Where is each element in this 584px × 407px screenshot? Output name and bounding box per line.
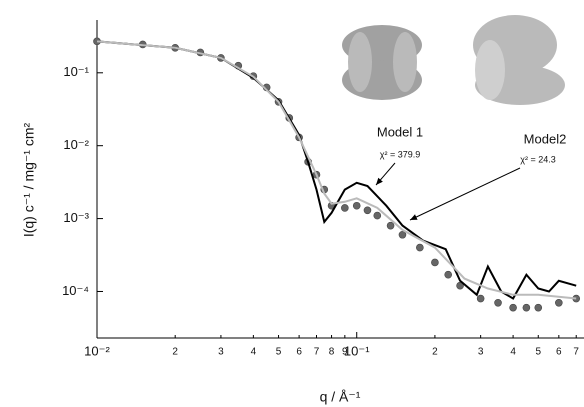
chi2-label: χ² = 379.9 <box>380 149 421 159</box>
model-1-label: Model 1 <box>377 124 423 139</box>
data-point <box>495 299 502 306</box>
data-point <box>523 304 530 311</box>
x-tick-label: 5 <box>276 347 282 358</box>
data-point <box>341 204 348 211</box>
data-point <box>364 207 371 214</box>
data-point <box>535 304 542 311</box>
x-tick-label: 7 <box>573 347 579 358</box>
data-point <box>555 299 562 306</box>
data-point <box>477 295 484 302</box>
x-tick-label: 2 <box>172 347 178 358</box>
x-tick-label: 2 <box>432 347 438 358</box>
x-axis-label: q / Å⁻¹ <box>320 389 361 405</box>
data-point <box>445 271 452 278</box>
arrow <box>376 163 395 185</box>
x-tick-label: 3 <box>218 347 224 358</box>
x-tick-label: 7 <box>314 347 320 358</box>
data-point <box>353 202 360 209</box>
arrow <box>410 168 520 220</box>
y-axis-label: I(q) c⁻¹ / mg⁻¹ cm² <box>21 123 37 238</box>
y-tick-label: 10⁻³ <box>63 210 89 225</box>
x-tick-label: 6 <box>296 347 302 358</box>
model-1-image <box>342 25 422 100</box>
model-2-image <box>473 15 565 105</box>
data-point <box>387 222 394 229</box>
x-tick-label: 6 <box>556 347 562 358</box>
chart: Model 1 χ² = 379.9 Model2 χ² = 24.3 I(q)… <box>0 0 584 407</box>
data-point <box>510 304 517 311</box>
chi2-label: χ² = 24.3 <box>520 154 556 164</box>
y-tick-label: 10⁻⁴ <box>62 283 89 298</box>
data-point <box>416 244 423 251</box>
x-tick-label: 3 <box>478 347 484 358</box>
x-tick-label: 4 <box>251 347 257 358</box>
y-tick-label: 10⁻¹ <box>63 64 89 79</box>
data-point <box>374 212 381 219</box>
x-tick-label: 5 <box>535 347 541 358</box>
x-tick-label: 10⁻² <box>84 343 110 358</box>
x-tick-label: 8 <box>329 347 335 358</box>
model-2-label: Model2 <box>524 131 567 146</box>
x-tick-label: 10⁻¹ <box>344 343 370 358</box>
x-tick-label: 4 <box>510 347 516 358</box>
y-tick-label: 10⁻² <box>63 137 89 152</box>
data-point <box>431 259 438 266</box>
